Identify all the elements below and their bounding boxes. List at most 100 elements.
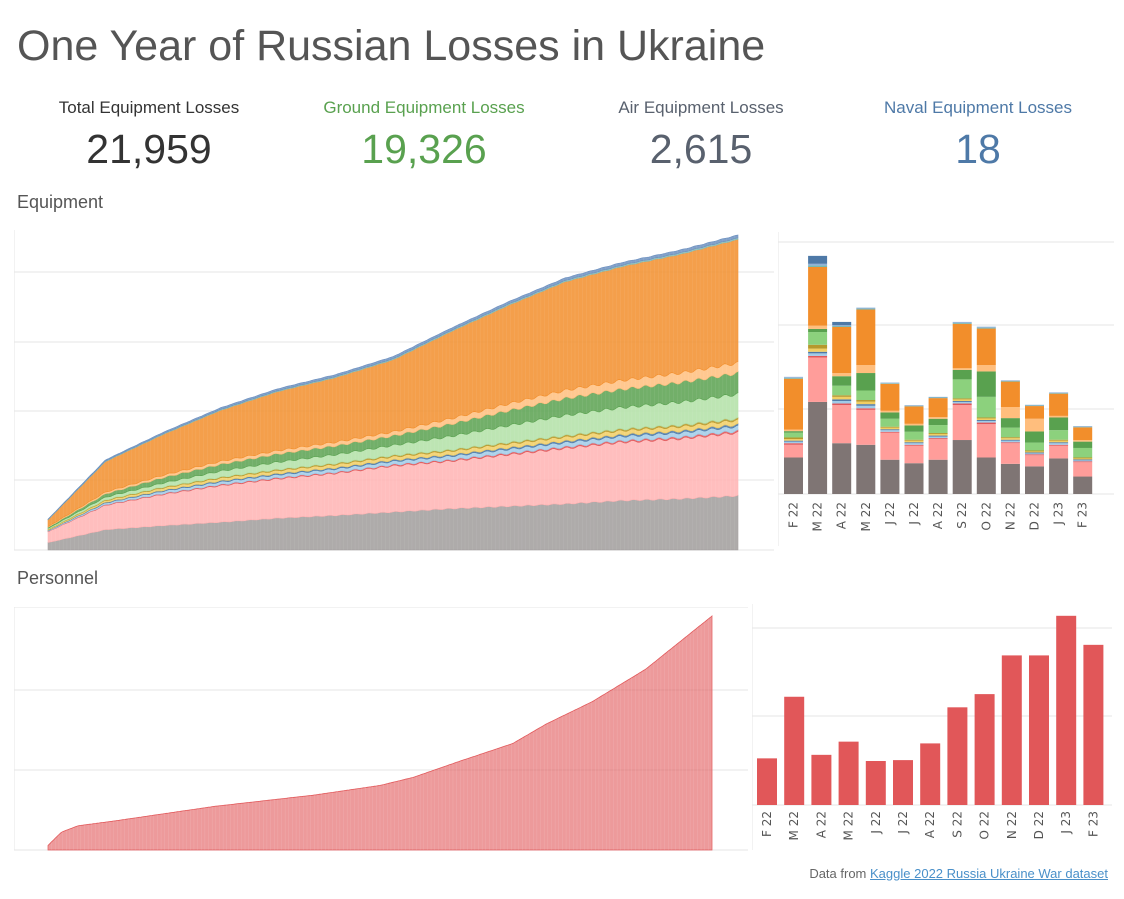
x-tick-label: S 22 [955,502,969,529]
equipment-month-bar-segment [1049,392,1069,394]
equipment-month-bar-segment [1049,445,1069,459]
equipment-month-bar-segment [832,395,852,397]
equipment-month-bar-segment [880,430,900,432]
equipment-month-bar-segment [904,445,924,464]
equipment-month-bar-segment [976,457,996,494]
equipment-month-bar-segment [1025,418,1044,432]
equipment-month-bar-segment [784,439,803,441]
equipment-month-bar-segment [1000,381,1020,408]
equipment-month-bar-segment [1025,405,1044,407]
equipment-month-bar-segment [1000,380,1020,381]
equipment-month-bar-segment [952,379,972,399]
equipment-month-bar-segment [1000,437,1020,439]
equipment-month-bar-segment [880,410,900,413]
equipment-month-bar-segment [928,425,948,434]
equipment-month-bar-segment [952,399,972,401]
equipment-month-bar-segment [928,433,948,434]
x-tick-label: J 23 [1052,502,1066,526]
kpi-air: Air Equipment Losses 2,615 [576,98,826,173]
personnel-month-bar [1001,655,1022,805]
equipment-month-bar-segment [976,420,996,421]
equipment-month-bar-segment [856,404,876,406]
equipment-month-bar-segment [904,442,924,444]
kpi-total-label: Total Equipment Losses [58,98,240,117]
personnel-bar-chart: F 22 M 22 A 22 M 22 J 22 J 22 A 22 S 22 O 22 N 22… [752,604,1112,850]
equipment-month-bar-segment [880,412,900,419]
equipment-month-bar-segment [784,376,803,378]
equipment-month-bar-segment [928,396,948,398]
equipment-month-bar-segment [952,368,972,370]
x-tick-label: F 23 [1076,502,1090,528]
equipment-month-bar-segment [904,440,924,443]
equipment-month-bar-segment [1049,440,1069,443]
equipment-month-bar-segment [832,376,852,386]
equipment-month-bar-segment [832,321,852,326]
equipment-month-bar-segment [880,429,900,431]
equipment-month-bar-segment [1073,462,1093,477]
equipment-month-bar-segment [1000,380,1020,382]
equipment-month-bar-segment [1049,393,1069,416]
equipment-month-bar-segment [784,429,803,432]
equipment-month-bar-segment [1073,476,1093,494]
equipment-month-bar-segment [928,433,948,436]
equipment-month-bar-segment [808,255,828,264]
personnel-month-bar [893,760,913,805]
equipment-month-bar-segment [880,431,900,433]
equipment-month-bar-segment [832,400,852,404]
equipment-month-bar-segment [904,423,924,426]
kpi-naval-label: Naval Equipment Losses [883,98,1073,117]
equipment-month-bar-segment [904,405,924,407]
equipment-month-bar-segment [928,417,948,419]
equipment-month-bar-segment [952,403,972,406]
equipment-month-bar-segment [976,326,996,328]
x-tick-label: A 22 [923,811,937,838]
equipment-month-bar-segment [808,344,828,349]
data-source-link[interactable]: Kaggle 2022 Russia Ukraine War dataset [870,866,1108,881]
equipment-month-bar-segment [952,323,972,369]
personnel-month-bar [920,743,941,805]
equipment-series-area [47,234,739,521]
equipment-month-bar-segment [1049,443,1069,445]
equipment-month-bar-segment [880,432,900,460]
equipment-month-bar-segment [976,418,996,421]
equipment-month-bar-segment [856,308,876,310]
equipment-month-bar-segment [1000,463,1020,494]
equipment-month-bar-segment [808,348,828,352]
personnel-month-bar [974,694,995,805]
equipment-month-bar-segment [1025,442,1044,451]
personnel-section-label: Personnel [17,568,99,588]
equipment-month-bar-segment [1073,427,1093,441]
equipment-month-bar-segment [784,443,803,445]
personnel-month-bar [784,696,805,805]
x-tick-label: J 22 [907,502,921,526]
equipment-month-bar-segment [904,439,924,441]
equipment-month-bar-segment [808,263,828,266]
x-tick-label: J 22 [869,811,883,835]
kpi-total-value: 21,959 [86,126,212,172]
equipment-month-bar-segment [952,369,972,380]
equipment-month-bar-segment [832,396,852,400]
equipment-month-bar-segment [904,431,924,440]
equipment-month-bar-segment [880,382,900,384]
personnel-month-bar [865,761,886,805]
equipment-month-bar-segment [808,355,828,358]
equipment-month-bar-segment [952,440,972,494]
x-tick-label: F 23 [1086,811,1100,837]
equipment-month-bar-segment [856,373,876,391]
equipment-month-bar-segment [784,432,803,438]
equipment-month-bar-segment [808,325,828,329]
kpi-air-label: Air Equipment Losses [618,98,784,117]
equipment-month-bar-segment [808,265,828,267]
page-title: One Year of Russian Losses in Ukraine [17,22,766,70]
kpi-ground: Ground Equipment Losses 19,326 [299,98,549,173]
equipment-month-bar-segment [832,399,852,401]
equipment-month-bar-segment [1073,426,1093,427]
equipment-month-bar-segment [784,378,803,430]
equipment-month-bar-segment [1025,406,1044,419]
personnel-month-bar [947,707,968,805]
equipment-month-bar-segment [1025,452,1044,454]
equipment-month-bar-segment [1073,461,1093,463]
personnel-month-bar [838,741,859,805]
equipment-month-bar-segment [880,383,900,384]
x-tick-label: F 22 [760,811,774,837]
